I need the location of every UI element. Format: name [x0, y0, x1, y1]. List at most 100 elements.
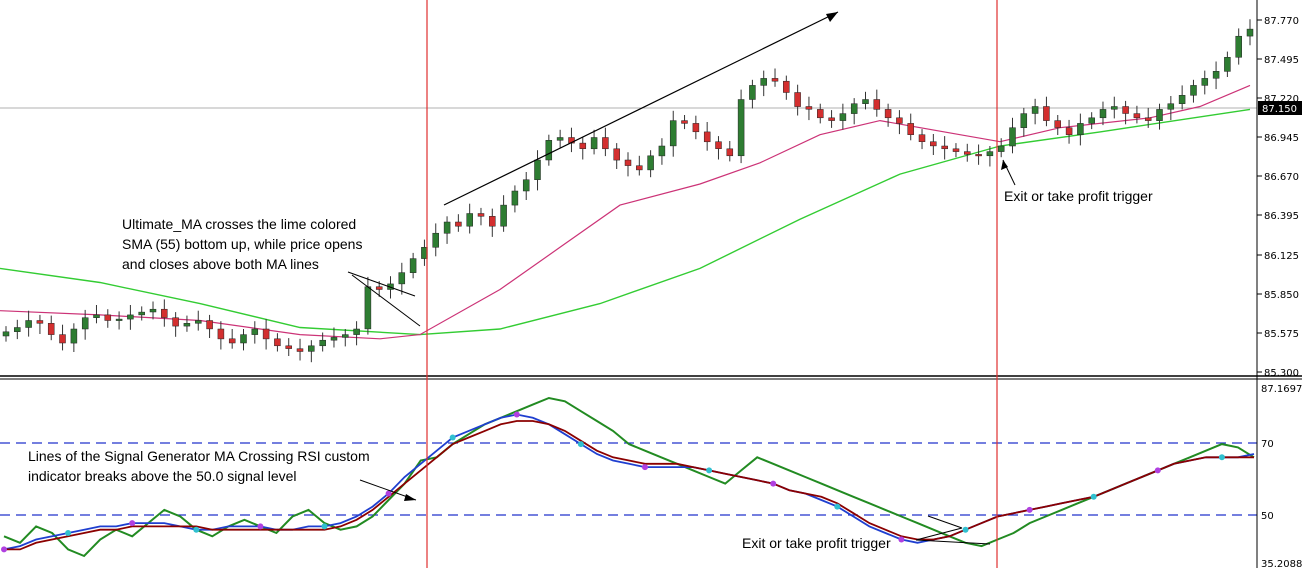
- candle-down: [884, 109, 892, 119]
- candle-up: [432, 232, 439, 248]
- candle-up: [522, 179, 530, 192]
- rsi-tick-label: 70: [1261, 439, 1274, 450]
- annot-arrow-exit-rsi-3: [927, 515, 963, 529]
- price-tick-label: 86.670: [1264, 172, 1299, 183]
- candle-down: [907, 123, 914, 135]
- candle-down: [624, 159, 632, 166]
- rsi-cross-dot: [65, 530, 72, 536]
- price-tick-label: 86.395: [1264, 211, 1299, 222]
- candle-up: [647, 155, 654, 171]
- candle-up: [1077, 123, 1084, 135]
- candle-down: [455, 221, 462, 227]
- candle-up: [511, 190, 519, 206]
- candle-up: [398, 272, 406, 285]
- candle-up: [342, 334, 349, 338]
- candle-up: [760, 78, 767, 86]
- rsi-cross-dot: [577, 441, 584, 448]
- candle-up: [1111, 106, 1118, 110]
- candle-down: [726, 148, 734, 157]
- candle-up: [183, 323, 191, 327]
- candle-down: [1054, 120, 1061, 128]
- candle-down: [613, 148, 620, 161]
- candle-up: [149, 308, 157, 313]
- price-tick-label: 87.495: [1264, 55, 1299, 66]
- price-tick-label: 85.850: [1264, 290, 1299, 301]
- candle-down: [636, 165, 643, 171]
- candle-up: [1246, 28, 1254, 37]
- annotation-cross-line-1: Ultimate_MA crosses the lime colored: [122, 216, 356, 232]
- candle-up: [545, 140, 553, 161]
- candle-up: [1009, 127, 1016, 147]
- annot-arrowhead-exit-price: [1001, 160, 1008, 170]
- annotation-cross-line-2: SMA (55) bottom up, while price opens: [122, 236, 362, 252]
- candle-up: [466, 213, 473, 227]
- price-tick-label: 86.945: [1264, 133, 1299, 144]
- candle-down: [36, 320, 44, 324]
- rsi-cross-dot: [962, 526, 969, 533]
- candle-up: [534, 159, 541, 180]
- candle-up: [330, 337, 338, 341]
- rsi-cross-dot: [129, 520, 136, 527]
- candle-up: [195, 320, 202, 324]
- candle-up: [749, 85, 756, 100]
- rsi-series-2: [4, 420, 1254, 551]
- candle-down: [47, 323, 55, 335]
- candle-up: [986, 151, 994, 157]
- candle-up: [737, 99, 745, 157]
- annotation-layer: Ultimate_MA crosses the lime colored SMA…: [28, 188, 1153, 551]
- rsi-cross-dot: [898, 536, 905, 543]
- candle-down: [172, 317, 179, 327]
- candle-down: [375, 286, 383, 290]
- rsi-series-0: [3, 396, 1255, 558]
- rsi-tick-label: 50: [1261, 511, 1274, 522]
- candle-up: [556, 137, 564, 141]
- rsi-cross-dot: [1090, 493, 1097, 500]
- annot-arrow-exit-rsi-1: [915, 527, 963, 541]
- rsi-cross-dot: [385, 490, 392, 497]
- candle-up: [500, 204, 507, 227]
- annotation-cross-line-3: and closes above both MA lines: [122, 256, 319, 272]
- candle-up: [1212, 71, 1220, 79]
- price-tick-label: 85.575: [1264, 329, 1299, 340]
- rsi-tick-label: 87.1697: [1261, 384, 1302, 395]
- candle-up: [862, 99, 869, 104]
- candle-up: [1020, 113, 1028, 128]
- indicator-pane: [0, 396, 1257, 558]
- price-tick-label: 85.300: [1264, 368, 1299, 379]
- trend-arrow-head: [826, 12, 838, 22]
- candle-down: [964, 151, 971, 155]
- candle-up: [115, 318, 123, 321]
- rsi-tick-label: 35.2088: [1261, 559, 1302, 568]
- candle-up: [2, 331, 10, 337]
- candle-up: [1099, 109, 1107, 119]
- candle-down: [1122, 106, 1129, 114]
- candle-up: [93, 314, 100, 318]
- candle-down: [975, 154, 982, 157]
- candle-down: [206, 320, 213, 330]
- candle-up: [590, 137, 598, 150]
- annotation-rsi-line-2: indicator breaks above the 50.0 signal l…: [28, 468, 297, 484]
- candle-up: [1031, 106, 1039, 114]
- candle-down: [1065, 127, 1073, 135]
- candle-down: [262, 328, 270, 340]
- candle-up: [1178, 95, 1186, 104]
- candle-down: [104, 314, 112, 321]
- candle-up: [251, 328, 259, 335]
- candle-down: [930, 141, 937, 147]
- candle-down: [783, 80, 790, 93]
- candle-down: [296, 348, 304, 352]
- candle-down: [794, 92, 801, 107]
- candle-down: [59, 334, 66, 344]
- candle-down: [952, 148, 960, 152]
- candle-up: [14, 327, 21, 332]
- candle-up: [353, 328, 360, 335]
- candle-down: [873, 99, 881, 110]
- candle-up: [1088, 117, 1095, 124]
- price-tick-label: 87.220: [1264, 94, 1299, 105]
- rsi-cross-dot: [449, 434, 456, 441]
- price-tick-label: 87.770: [1264, 16, 1299, 27]
- candle-up: [25, 320, 32, 328]
- candle-up: [81, 317, 89, 330]
